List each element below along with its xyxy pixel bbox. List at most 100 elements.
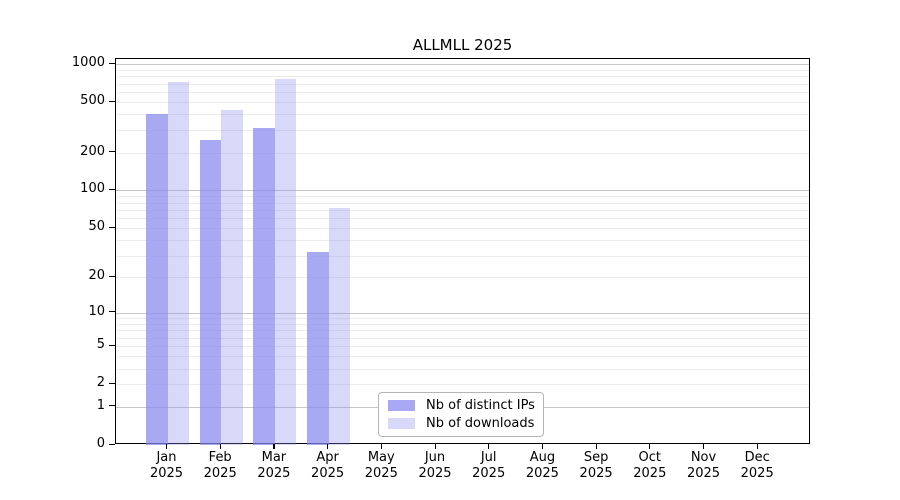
x-tick-label-dec: Dec 2025 <box>725 450 789 482</box>
y-tick-mark <box>109 100 115 102</box>
legend-item: Nb of downloads <box>388 416 534 431</box>
y-tick-mark <box>109 226 115 228</box>
x-tick-label-month: May <box>367 450 395 465</box>
y-tick-label-500: 500 <box>80 93 105 109</box>
bar-distinct-ips-jan <box>146 114 168 445</box>
x-tick-label-sep: Sep 2025 <box>564 450 628 482</box>
y-tick-label-10: 10 <box>88 303 105 319</box>
x-tick-label-nov: Nov 2025 <box>672 450 736 482</box>
x-tick-mark <box>756 444 758 449</box>
gridline-minor <box>116 318 809 320</box>
x-tick-label-jul: Jul 2025 <box>457 450 521 482</box>
x-tick-label-jun: Jun 2025 <box>403 450 467 482</box>
gridline-minor <box>116 152 809 154</box>
y-tick-label-1: 1 <box>96 397 105 413</box>
x-tick-label-month: Feb <box>208 450 232 465</box>
legend-label: Nb of downloads <box>426 416 535 431</box>
bar-distinct-ips-mar <box>253 128 275 445</box>
y-tick-mark <box>109 443 115 445</box>
gridline-minor <box>116 346 809 348</box>
x-tick-label-may: May 2025 <box>349 450 413 482</box>
x-tick-label-year: 2025 <box>257 466 291 481</box>
x-tick-mark <box>541 444 544 449</box>
x-tick-mark <box>595 444 597 449</box>
gridline-minor <box>116 209 809 211</box>
y-tick-label-50: 50 <box>88 219 105 235</box>
x-tick-label-month: Sep <box>583 450 609 465</box>
x-tick-label-month: Jun <box>424 450 446 465</box>
y-tick-mark <box>109 275 115 277</box>
x-tick-label-month: Nov <box>690 450 717 465</box>
x-tick-mark <box>703 444 705 449</box>
y-tick-label-20: 20 <box>88 268 105 284</box>
x-tick-label-month: Mar <box>261 450 287 465</box>
x-tick-label-year: 2025 <box>633 466 667 481</box>
x-tick-label-jan: Jan 2025 <box>135 450 199 482</box>
x-tick-label-feb: Feb 2025 <box>188 450 252 482</box>
x-tick-label-year: 2025 <box>740 466 774 481</box>
legend-label: Nb of distinct IPs <box>426 398 535 413</box>
gridline-minor <box>116 114 809 116</box>
x-tick-label-year: 2025 <box>203 466 237 481</box>
legend-swatch <box>388 400 415 411</box>
legend-swatch <box>388 418 415 429</box>
gridline-minor <box>116 368 809 370</box>
y-tick-mark <box>109 405 115 407</box>
gridline-minor <box>116 240 809 242</box>
x-tick-label-year: 2025 <box>472 466 506 481</box>
gridline-minor <box>116 196 809 198</box>
x-tick-label-year: 2025 <box>686 466 721 481</box>
gridline-minor <box>116 130 809 132</box>
x-tick-label-year: 2025 <box>525 466 559 481</box>
y-tick-label-5: 5 <box>96 337 105 353</box>
bar-downloads-apr <box>328 207 351 445</box>
gridline-minor <box>116 384 809 386</box>
chart-title: ALLMLL 2025 <box>412 36 513 54</box>
gridline-minor <box>116 83 809 85</box>
y-tick-mark <box>109 311 115 313</box>
x-tick-label-oct: Oct 2025 <box>618 450 682 482</box>
gridline-minor <box>116 102 809 104</box>
y-tick-mark <box>109 188 115 191</box>
x-tick-label-year: 2025 <box>311 466 345 481</box>
gridline-minor <box>116 337 809 339</box>
legend: Nb of distinct IPs Nb of downloads <box>378 392 544 437</box>
gridline-minor <box>116 69 809 71</box>
y-tick-label-1000: 1000 <box>71 55 105 70</box>
x-tick-mark <box>434 444 436 449</box>
bar-downloads-feb <box>221 110 243 445</box>
x-tick-label-month: Jul <box>480 450 497 465</box>
gridline-minor <box>116 255 809 257</box>
x-tick-mark <box>327 444 329 449</box>
x-tick-label-month: Dec <box>744 450 770 465</box>
gridline-minor <box>116 202 809 204</box>
gridline-minor <box>116 330 809 332</box>
plot-area <box>115 58 810 445</box>
x-tick-label-year: 2025 <box>579 466 613 481</box>
x-tick-label-year: 2025 <box>149 466 184 481</box>
x-tick-mark <box>219 444 221 449</box>
x-tick-label-month: Jan <box>156 450 177 465</box>
gridline-major <box>116 64 809 65</box>
gridline-major <box>116 190 809 192</box>
bar-downloads-jan <box>167 82 189 445</box>
gridline-minor <box>116 228 809 230</box>
x-tick-label-mar: Mar 2025 <box>242 450 306 482</box>
gridline-minor <box>116 92 809 94</box>
x-tick-label-month: Apr <box>316 450 339 465</box>
y-tick-mark <box>109 151 115 153</box>
gridline-minor <box>116 218 809 220</box>
x-tick-mark <box>273 444 275 449</box>
x-tick-label-month: Aug <box>529 450 556 465</box>
y-tick-label-2: 2 <box>96 375 105 391</box>
x-tick-mark <box>166 444 168 449</box>
x-tick-mark <box>649 444 651 449</box>
x-tick-mark <box>380 444 382 449</box>
gridline-minor <box>116 323 809 325</box>
y-tick-mark <box>109 382 115 385</box>
x-tick-label-year: 2025 <box>418 466 452 481</box>
y-tick-label-100: 100 <box>80 181 105 197</box>
y-tick-label-0: 0 <box>96 436 105 451</box>
gridline-major <box>116 312 809 314</box>
